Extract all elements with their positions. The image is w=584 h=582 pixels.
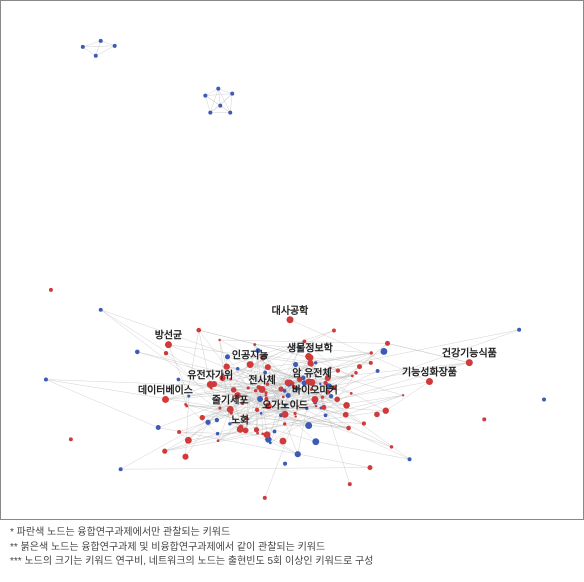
- footnote-1: * 파란색 노드는 융합연구과제에서만 관찰되는 키워드: [10, 526, 574, 541]
- network-svg: 대사공학방선균인공지능생물정보학건강기능식품기능성화장품유전자가위전사체암 유전…: [1, 1, 583, 519]
- node-label-funcact: 기능성화장품: [402, 366, 457, 379]
- node-label-actino: 방선균: [155, 329, 182, 342]
- node-label-health: 건강기능식품: [442, 347, 497, 360]
- footnote-3: *** 노드의 크기는 키워드 연구비, 네트워크의 노드는 출현빈도 5회 이…: [10, 555, 574, 570]
- footnotes: * 파란색 노드는 융합연구과제에서만 관찰되는 키워드 ** 붉은색 노드는 …: [0, 520, 584, 570]
- network-diagram-canvas: 대사공학방선균인공지능생물정보학건강기능식품기능성화장품유전자가위전사체암 유전…: [0, 0, 584, 520]
- edges-layer: [46, 310, 519, 498]
- small-cluster-1: [203, 87, 234, 115]
- footnote-2: ** 붉은색 노드는 융합연구과제 및 비융합연구과제에서 같이 관찰되는 키워…: [10, 541, 574, 556]
- small-cluster-0: [81, 39, 117, 58]
- node-label-metabolic: 대사공학: [272, 304, 309, 317]
